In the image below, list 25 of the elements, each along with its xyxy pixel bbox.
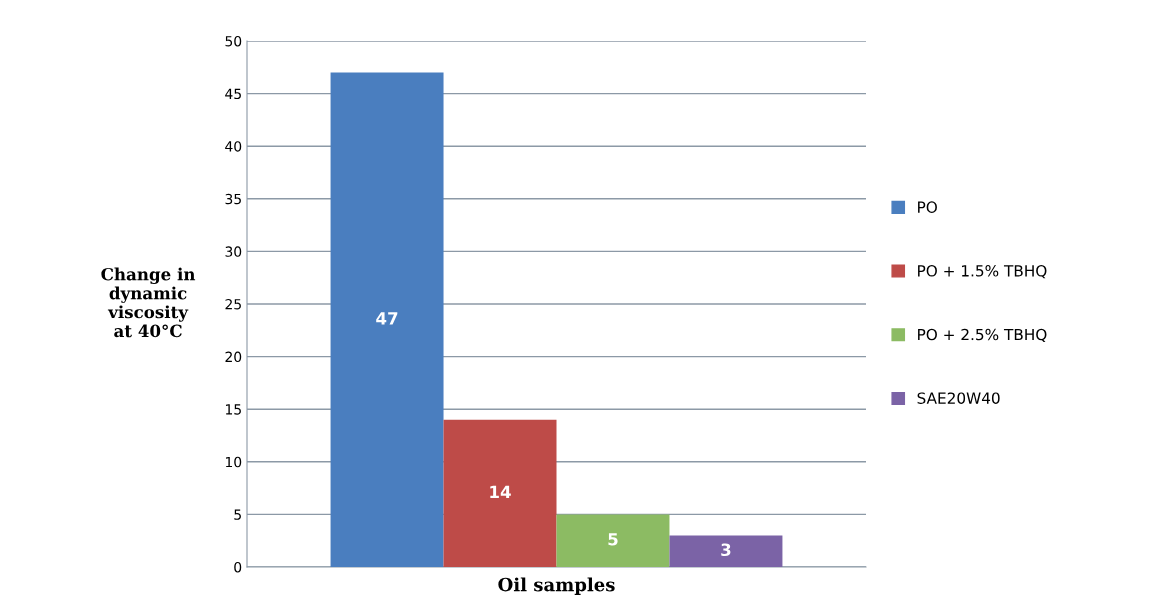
data-label: 47 <box>376 312 398 325</box>
y-tick-label: 0 <box>234 561 242 573</box>
y-tick-label: 50 <box>225 35 242 47</box>
bar <box>330 72 444 567</box>
bar <box>669 535 783 567</box>
y-tick-label: 30 <box>225 246 242 257</box>
y-tick-label: 35 <box>225 193 241 205</box>
data-label: 5 <box>608 533 618 546</box>
legend-label: PO + 2.5% TBHQ <box>918 328 1047 343</box>
data-label: 3 <box>721 543 731 557</box>
bar <box>443 419 557 567</box>
legend-label: PO + 1.5% TBHQ <box>918 265 1047 279</box>
data-label: 14 <box>490 485 511 498</box>
y-tick-label: 20 <box>225 351 242 363</box>
y-tick-label: 10 <box>225 456 242 468</box>
y-tick-label: 45 <box>225 88 241 100</box>
y-tick-label: 25 <box>225 298 241 310</box>
y-tick-label: 5 <box>234 509 241 520</box>
legend-label: PO <box>918 201 937 213</box>
legend-label: SAE20W40 <box>917 392 1000 404</box>
y-tick-label: 15 <box>225 404 241 415</box>
bar <box>556 514 670 567</box>
y-tick-label: 40 <box>225 141 242 152</box>
x-axis-title: Oil samples <box>498 577 615 595</box>
y-axis-title: Change in dynamic viscosity at 40°C <box>101 267 196 338</box>
